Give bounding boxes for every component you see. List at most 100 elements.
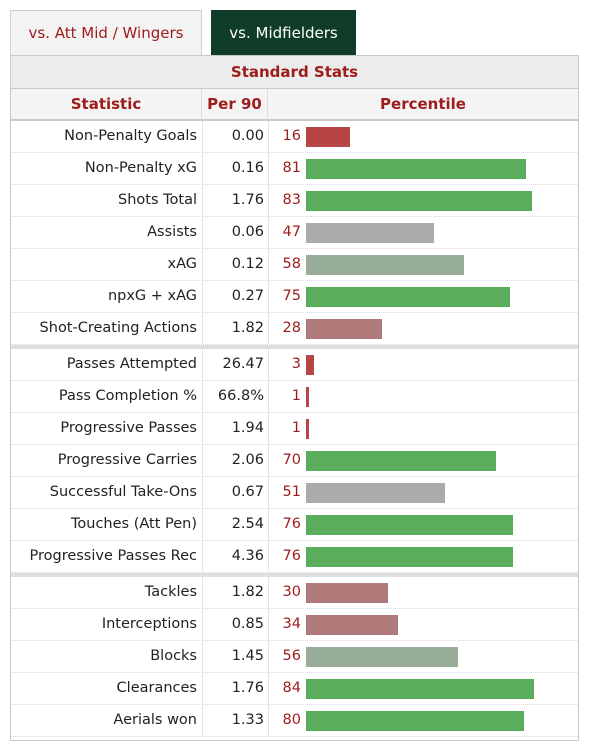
percentile-bar bbox=[306, 615, 398, 635]
header-per90[interactable]: Per 90 bbox=[202, 89, 268, 121]
column-divider bbox=[268, 217, 269, 248]
table-row: xAG 0.12 58 bbox=[11, 249, 578, 281]
per90-value: 1.76 bbox=[231, 680, 264, 696]
column-divider bbox=[268, 445, 269, 476]
stat-label: Aerials won bbox=[113, 712, 197, 728]
header-statistic[interactable]: Statistic bbox=[11, 89, 202, 121]
table-row: Clearances 1.76 84 bbox=[11, 673, 578, 705]
column-divider bbox=[202, 445, 203, 476]
per90-value: 1.76 bbox=[231, 192, 264, 208]
percentile-value: 34 bbox=[282, 616, 301, 632]
percentile-bar bbox=[306, 319, 382, 339]
per90-value: 0.16 bbox=[231, 160, 264, 176]
column-divider bbox=[202, 349, 203, 380]
percentile-bar bbox=[306, 159, 526, 179]
column-divider bbox=[202, 673, 203, 704]
stat-label: Shot-Creating Actions bbox=[39, 320, 197, 336]
percentile-value: 81 bbox=[282, 160, 301, 176]
table-row: Passes Attempted 26.47 3 bbox=[11, 349, 578, 381]
column-divider bbox=[202, 541, 203, 572]
column-divider bbox=[268, 577, 269, 608]
per90-value: 0.06 bbox=[231, 224, 264, 240]
column-divider bbox=[202, 153, 203, 184]
table-row: Touches (Att Pen) 2.54 76 bbox=[11, 509, 578, 541]
percentile-value: 75 bbox=[282, 288, 301, 304]
group-separator bbox=[11, 573, 578, 577]
table-row: Shots Total 1.76 83 bbox=[11, 185, 578, 217]
per90-value: 2.54 bbox=[231, 516, 264, 532]
table-row: Aerials won 1.33 80 bbox=[11, 705, 578, 737]
per90-value: 1.45 bbox=[231, 648, 264, 664]
table-row: npxG + xAG 0.27 75 bbox=[11, 281, 578, 313]
tab-bar: vs. Att Mid / Wingers vs. Midfielders bbox=[0, 0, 614, 56]
percentile-bar bbox=[306, 515, 513, 535]
table-row: Non-Penalty Goals 0.00 16 bbox=[11, 121, 578, 153]
table-row: Interceptions 0.85 34 bbox=[11, 609, 578, 641]
table-row: Tackles 1.82 30 bbox=[11, 577, 578, 609]
percentile-bar bbox=[306, 287, 510, 307]
percentile-bar bbox=[306, 679, 534, 699]
table-row: Successful Take-Ons 0.67 51 bbox=[11, 477, 578, 509]
percentile-bar bbox=[306, 355, 314, 375]
column-divider bbox=[202, 509, 203, 540]
column-divider bbox=[202, 577, 203, 608]
per90-value: 26.47 bbox=[222, 356, 264, 372]
column-divider bbox=[202, 609, 203, 640]
percentile-value: 76 bbox=[282, 516, 301, 532]
column-divider bbox=[202, 705, 203, 736]
stats-table: Standard Stats Statistic Per 90 Percenti… bbox=[10, 55, 579, 741]
percentile-value: 56 bbox=[282, 648, 301, 664]
column-divider bbox=[268, 705, 269, 736]
percentile-bar bbox=[306, 419, 309, 439]
header-percentile[interactable]: Percentile bbox=[268, 89, 578, 121]
column-divider bbox=[268, 413, 269, 444]
percentile-value: 80 bbox=[282, 712, 301, 728]
per90-value: 1.82 bbox=[231, 584, 264, 600]
table-row: Non-Penalty xG 0.16 81 bbox=[11, 153, 578, 185]
stat-label: Tackles bbox=[144, 584, 197, 600]
stat-label: Touches (Att Pen) bbox=[71, 516, 197, 532]
percentile-bar bbox=[306, 483, 445, 503]
column-divider bbox=[268, 281, 269, 312]
stat-label: Pass Completion % bbox=[58, 388, 197, 404]
percentile-bar bbox=[306, 451, 496, 471]
stat-label: npxG + xAG bbox=[107, 288, 197, 304]
table-row: Progressive Passes Rec 4.36 76 bbox=[11, 541, 578, 573]
percentile-value: 76 bbox=[282, 548, 301, 564]
percentile-value: 16 bbox=[282, 128, 301, 144]
per90-value: 1.82 bbox=[231, 320, 264, 336]
stat-label: Assists bbox=[147, 224, 197, 240]
column-divider bbox=[268, 673, 269, 704]
column-divider bbox=[202, 413, 203, 444]
per90-value: 1.94 bbox=[231, 420, 264, 436]
column-divider bbox=[268, 541, 269, 572]
column-divider bbox=[202, 185, 203, 216]
tab-vs-att-mid-wingers[interactable]: vs. Att Mid / Wingers bbox=[10, 10, 202, 55]
stat-label: Clearances bbox=[116, 680, 197, 696]
table-row: Pass Completion % 66.8% 1 bbox=[11, 381, 578, 413]
column-divider bbox=[202, 217, 203, 248]
stat-label: Successful Take-Ons bbox=[49, 484, 197, 500]
per90-value: 66.8% bbox=[217, 388, 264, 404]
tab-vs-midfielders[interactable]: vs. Midfielders bbox=[211, 10, 356, 55]
column-divider bbox=[202, 281, 203, 312]
percentile-value: 28 bbox=[282, 320, 301, 336]
percentile-value: 51 bbox=[282, 484, 301, 500]
percentile-value: 1 bbox=[291, 388, 301, 404]
percentile-bar bbox=[306, 127, 350, 147]
stat-label: Non-Penalty xG bbox=[84, 160, 197, 176]
percentile-bar bbox=[306, 255, 464, 275]
stat-label: Progressive Passes bbox=[60, 420, 197, 436]
stat-label: Progressive Carries bbox=[57, 452, 197, 468]
per90-value: 0.27 bbox=[231, 288, 264, 304]
table-caption: Standard Stats bbox=[11, 56, 578, 89]
column-divider bbox=[268, 477, 269, 508]
column-divider bbox=[268, 185, 269, 216]
stat-label: Non-Penalty Goals bbox=[64, 128, 197, 144]
per90-value: 1.33 bbox=[231, 712, 264, 728]
per90-value: 0.67 bbox=[231, 484, 264, 500]
percentile-value: 47 bbox=[282, 224, 301, 240]
per90-value: 0.85 bbox=[231, 616, 264, 632]
percentile-bar bbox=[306, 583, 388, 603]
per90-value: 4.36 bbox=[231, 548, 264, 564]
